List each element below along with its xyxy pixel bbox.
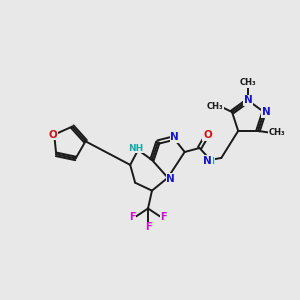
Text: N: N	[203, 156, 212, 166]
Text: H: H	[207, 158, 214, 166]
Text: F: F	[129, 212, 136, 222]
Text: CH₃: CH₃	[207, 102, 224, 111]
Text: CH₃: CH₃	[240, 78, 256, 87]
Text: F: F	[160, 212, 167, 222]
Text: CH₃: CH₃	[268, 128, 285, 137]
Text: N: N	[167, 174, 175, 184]
Text: NH: NH	[128, 143, 144, 152]
Text: O: O	[203, 130, 212, 140]
Text: O: O	[49, 130, 58, 140]
Text: N: N	[244, 95, 253, 106]
Text: F: F	[145, 222, 151, 232]
Text: N: N	[262, 107, 271, 117]
Text: N: N	[170, 132, 179, 142]
